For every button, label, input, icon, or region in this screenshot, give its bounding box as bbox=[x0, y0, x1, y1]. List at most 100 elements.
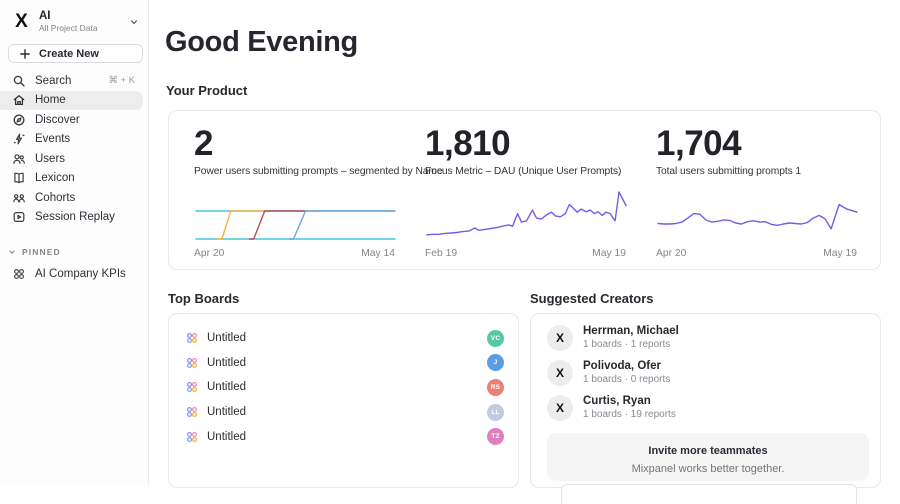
sidebar-item-label: Users bbox=[35, 152, 66, 165]
creator-name: Herrman, Michael bbox=[583, 325, 679, 337]
creator-row[interactable]: X Herrman, Michael 1 boards · 1 reports bbox=[547, 325, 869, 351]
metric-value: 1,704 bbox=[656, 124, 742, 163]
creator-row[interactable]: X Curtis, Ryan 1 boards · 19 reports bbox=[547, 395, 869, 421]
creators-list: X Herrman, Michael 1 boards · 1 reports … bbox=[547, 325, 869, 421]
board-icon bbox=[185, 380, 199, 394]
invite-teammates-box: Invite more teammates Mixpanel works bet… bbox=[547, 433, 869, 504]
board-row[interactable]: Untitled J bbox=[185, 351, 504, 376]
sidebar-item-ai-company-kpis[interactable]: AI Company KPIs bbox=[0, 263, 143, 284]
sidebar-item-home[interactable]: Home bbox=[0, 90, 143, 110]
board-row[interactable]: Untitled VC bbox=[185, 326, 504, 351]
board-icon bbox=[185, 356, 199, 370]
metric-value: 1,810 bbox=[425, 124, 511, 163]
sidebar-item-label: Home bbox=[35, 94, 66, 107]
plus-icon bbox=[18, 47, 32, 61]
sidebar-item-events[interactable]: Events bbox=[0, 130, 143, 150]
pinned-section-header[interactable]: PINNED bbox=[8, 247, 143, 257]
project-info: AI All Project Data bbox=[39, 10, 122, 33]
sidebar-item-discover[interactable]: Discover bbox=[0, 110, 143, 130]
creator-meta: 1 boards · 1 reports bbox=[583, 339, 671, 350]
home-icon bbox=[12, 93, 26, 107]
board-row[interactable]: Untitled LL bbox=[185, 400, 504, 425]
board-title: Untitled bbox=[207, 356, 246, 369]
sidebar-item-label: Session Replay bbox=[35, 211, 115, 224]
metric-label: Power users submitting prompts – segment… bbox=[194, 166, 443, 177]
invite-title: Invite more teammates bbox=[648, 445, 768, 457]
creator-name: Polivoda, Ofer bbox=[583, 360, 661, 372]
date-start: Apr 20 bbox=[656, 248, 687, 259]
date-end: May 14 bbox=[361, 248, 395, 259]
metric-label: Total users submitting prompts 1 bbox=[656, 166, 802, 177]
metric-date-range: Apr 20 May 19 bbox=[656, 248, 857, 259]
date-start: Feb 19 bbox=[425, 248, 458, 259]
owner-avatar[interactable]: TZ bbox=[487, 428, 504, 446]
sidebar-item-session-replay[interactable]: Session Replay bbox=[0, 208, 143, 228]
mixpanel-logo-icon: X bbox=[15, 10, 28, 32]
metric-focus-dau[interactable]: 1,810 Focus Metric – DAU (Unique User Pr… bbox=[410, 125, 641, 259]
sidebar-item-cohorts[interactable]: Cohorts bbox=[0, 188, 143, 208]
project-subtitle: All Project Data bbox=[39, 23, 98, 33]
create-new-button[interactable]: Create New bbox=[8, 44, 143, 63]
sidebar-item-label: Cohorts bbox=[35, 191, 76, 204]
main-content: Good Evening Your Product 2 Power users … bbox=[149, 0, 900, 504]
suggested-creators-heading: Suggested Creators bbox=[530, 291, 654, 306]
owner-avatar[interactable]: J bbox=[487, 354, 504, 372]
board-title: Untitled bbox=[207, 406, 246, 419]
top-boards-heading: Top Boards bbox=[168, 291, 240, 306]
board-title: Untitled bbox=[207, 430, 246, 443]
metrics-card: 2 Power users submitting prompts – segme… bbox=[168, 110, 881, 270]
board-icon bbox=[185, 331, 199, 345]
owner-avatar[interactable]: LL bbox=[487, 403, 504, 421]
greeting-heading: Good Evening bbox=[165, 26, 358, 58]
chevron-down-icon bbox=[9, 250, 15, 254]
sidebar: X AI All Project Data Create New Search bbox=[0, 0, 149, 484]
sidebar-item-lexicon[interactable]: Lexicon bbox=[0, 169, 143, 189]
owner-avatar[interactable]: VC bbox=[487, 329, 504, 347]
creator-avatar-mixpanel-icon: X bbox=[547, 325, 573, 351]
chevron-down-icon bbox=[129, 17, 139, 27]
board-row[interactable]: Untitled RS bbox=[185, 375, 504, 400]
creator-avatar-mixpanel-icon: X bbox=[547, 360, 573, 386]
creator-avatar-mixpanel-icon: X bbox=[547, 395, 573, 421]
metric-total-users[interactable]: 1,704 Total users submitting prompts 1 A… bbox=[641, 125, 872, 259]
pinned-label: PINNED bbox=[22, 247, 61, 257]
creator-name: Curtis, Ryan bbox=[583, 395, 651, 407]
sidebar-item-label: Discover bbox=[35, 113, 80, 126]
board-title: Untitled bbox=[207, 381, 246, 394]
project-selector[interactable]: X AI All Project Data bbox=[0, 8, 143, 35]
sidebar-nav: Search ⌘ + K Home Discover bbox=[0, 71, 143, 227]
metric-label: Focus Metric – DAU (Unique User Prompts) bbox=[425, 166, 622, 177]
board-icon bbox=[185, 430, 199, 444]
top-boards-card: Untitled VC Untitled J Untitled bbox=[168, 313, 519, 488]
dau-sparkline bbox=[426, 191, 627, 236]
date-end: May 19 bbox=[823, 248, 857, 259]
board-icon bbox=[185, 405, 199, 419]
creator-meta: 1 boards · 0 reports bbox=[583, 374, 671, 385]
board-title: Untitled bbox=[207, 332, 246, 345]
spark-icon bbox=[12, 132, 26, 146]
search-shortcut: ⌘ + K bbox=[108, 75, 135, 87]
date-start: Apr 20 bbox=[194, 248, 225, 259]
invite-subtitle: Mixpanel works better together. bbox=[631, 463, 785, 475]
owner-avatar[interactable]: RS bbox=[487, 378, 504, 396]
play-square-icon bbox=[12, 210, 26, 224]
sidebar-item-label: Events bbox=[35, 133, 71, 146]
search-icon bbox=[12, 74, 26, 88]
metric-value: 2 bbox=[194, 124, 213, 163]
project-name: AI bbox=[39, 10, 51, 22]
metric-date-range: Feb 19 May 19 bbox=[425, 248, 626, 259]
invite-email-input[interactable] bbox=[561, 484, 857, 504]
suggested-creators-card: X Herrman, Michael 1 boards · 1 reports … bbox=[530, 313, 881, 504]
board-row[interactable]: Untitled TZ bbox=[185, 424, 504, 449]
creator-row[interactable]: X Polivoda, Ofer 1 boards · 0 reports bbox=[547, 360, 869, 386]
metric-power-users[interactable]: 2 Power users submitting prompts – segme… bbox=[179, 124, 443, 260]
creator-meta: 1 boards · 19 reports bbox=[583, 409, 676, 420]
sidebar-item-users[interactable]: Users bbox=[0, 149, 143, 169]
your-product-heading: Your Product bbox=[166, 83, 248, 98]
create-new-label: Create New bbox=[39, 47, 99, 60]
sidebar-item-label: AI Company KPIs bbox=[35, 267, 126, 280]
sidebar-item-search[interactable]: Search ⌘ + K bbox=[0, 71, 143, 91]
sidebar-item-label: Lexicon bbox=[35, 172, 75, 185]
total-users-sparkline bbox=[657, 203, 858, 230]
compass-icon bbox=[12, 113, 26, 127]
